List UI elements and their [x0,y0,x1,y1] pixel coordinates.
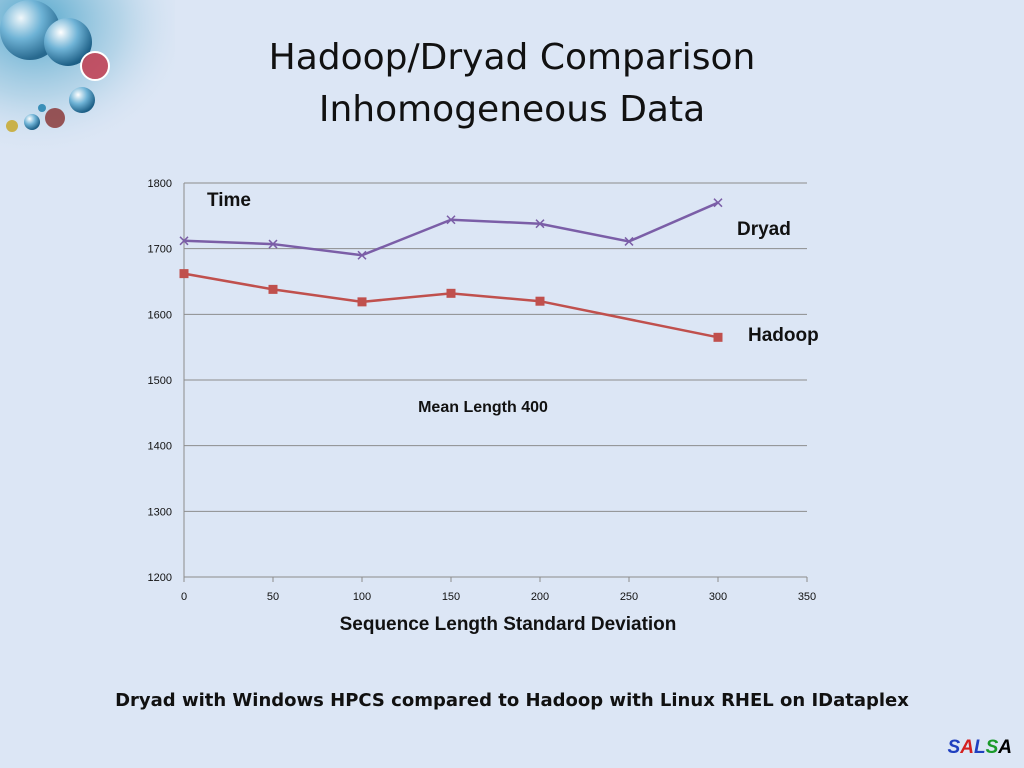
data-point-hadoop-0 [179,269,189,279]
y-tick-label-1300: 1300 [148,506,172,518]
y-tick-label-1500: 1500 [148,375,172,387]
slide-title-line-1: Hadoop/Dryad Comparison [268,37,756,78]
data-point-hadoop-50 [268,284,278,294]
x-tick-label-350: 350 [798,591,816,603]
slide-title: Hadoop/Dryad Comparison Inhomogeneous Da… [150,32,874,136]
slide-footer-caption: Dryad with Windows HPCS compared to Hado… [115,690,909,711]
x-tick-label-250: 250 [620,591,638,603]
y-axis-label: Time [207,190,251,211]
data-point-dryad-250 [624,236,634,246]
x-axis-label: Sequence Length Standard Deviation [340,614,677,635]
data-point-hadoop-300 [713,332,723,342]
salsa-logo: SALSA [947,737,1012,758]
x-tick-label-0: 0 [181,591,187,603]
decorative-globes-graphic [0,0,175,150]
data-point-dryad-50 [268,239,278,249]
x-tick-label-300: 300 [709,591,727,603]
y-tick-label-1600: 1600 [148,309,172,321]
line-chart: 1200 1300 1400 1500 1600 1700 1800 0 50 100 150 200… [148,178,819,635]
x-tick-label-100: 100 [353,591,371,603]
data-point-dryad-150 [446,215,456,225]
data-point-dryad-100 [357,250,367,260]
data-point-hadoop-100 [357,297,367,307]
slide-title-line-2: Inhomogeneous Data [318,89,706,130]
series-line-dryad [183,201,719,257]
data-point-hadoop-150 [446,288,456,298]
series-line-hadoop [183,272,719,339]
x-tick-label-50: 50 [267,591,279,603]
y-tick-label-1800: 1800 [148,178,172,190]
legend-label-hadoop: Hadoop [748,325,819,346]
data-point-dryad-300 [713,198,723,208]
y-tick-label-1700: 1700 [148,244,172,256]
chart-annotation: Mean Length 400 [418,399,548,416]
data-point-dryad-200 [535,219,545,229]
data-point-dryad-0 [179,236,189,246]
y-tick-label-1400: 1400 [148,441,172,453]
data-point-hadoop-200 [535,296,545,306]
y-tick-label-1200: 1200 [148,572,172,584]
x-tick-label-150: 150 [442,591,460,603]
x-tick-label-200: 200 [531,591,549,603]
legend-label-dryad: Dryad [737,219,791,240]
